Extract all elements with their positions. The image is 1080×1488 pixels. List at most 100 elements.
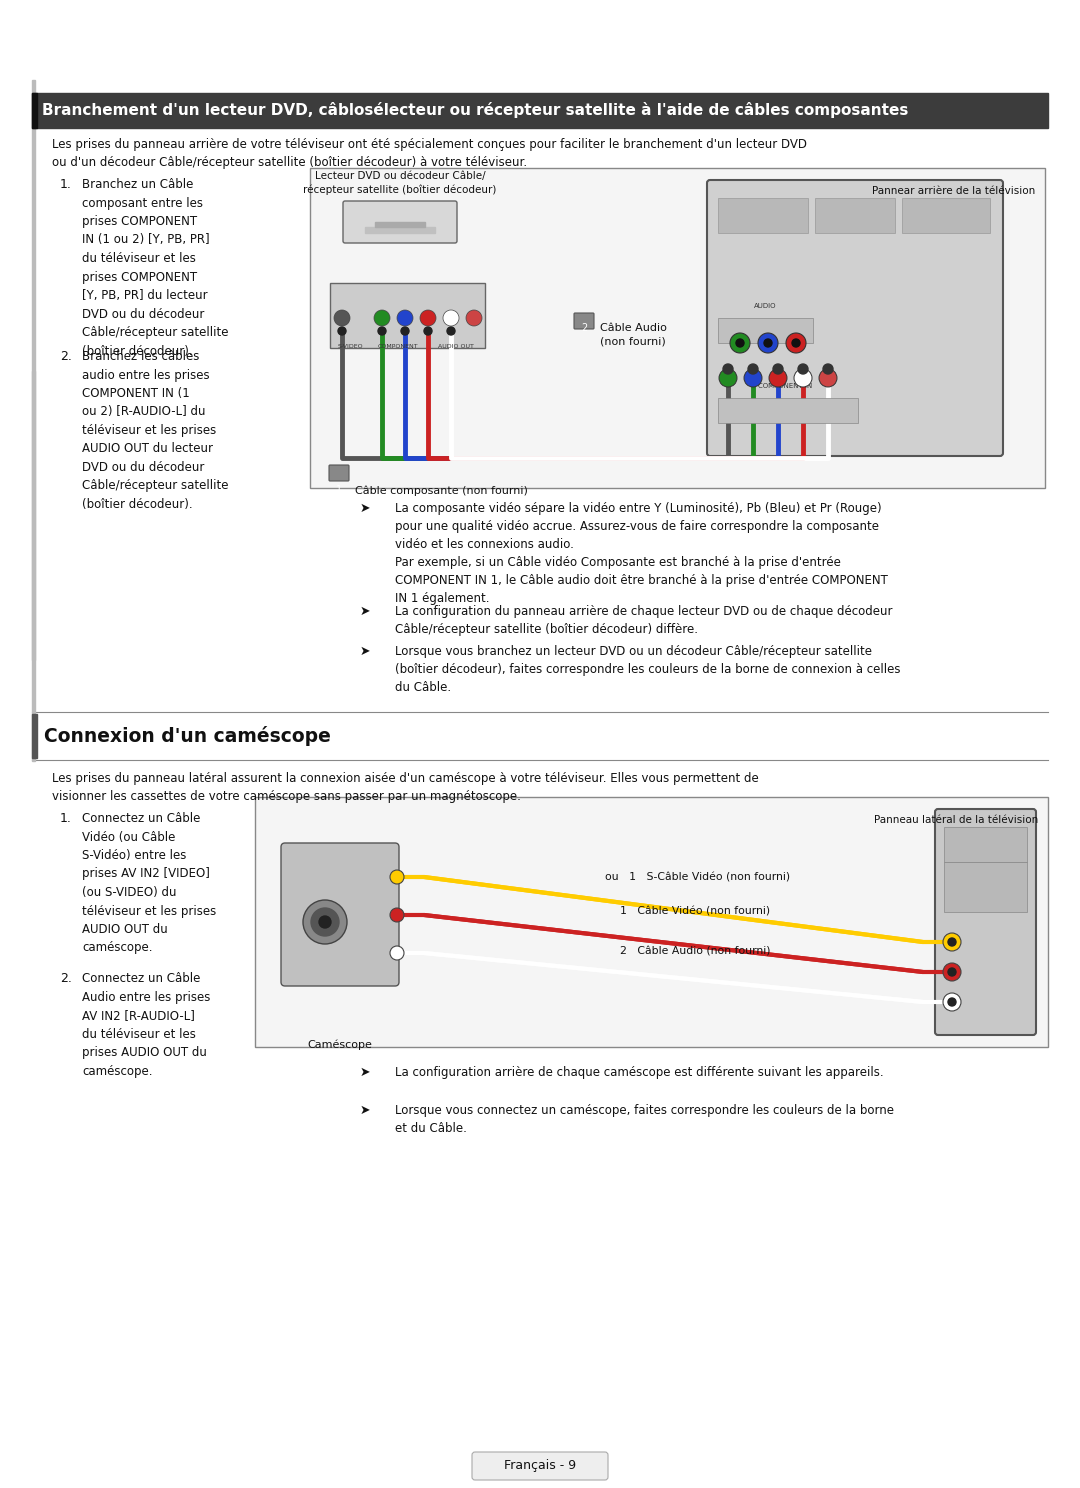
FancyBboxPatch shape (707, 180, 1003, 455)
Bar (718, 318, 813, 344)
Circle shape (943, 933, 961, 951)
Text: Câble Audio
(non fourni): Câble Audio (non fourni) (600, 323, 666, 347)
Text: ➤: ➤ (360, 606, 370, 618)
Bar (255, 798, 1048, 1048)
Text: Branchez un Câble
composant entre les
prises COMPONENT
IN (1 ou 2) [Y, PB, PR]
d: Branchez un Câble composant entre les pr… (82, 179, 229, 357)
Circle shape (786, 333, 806, 353)
Circle shape (948, 969, 956, 976)
Bar (32, 714, 37, 757)
Text: 1.: 1. (60, 812, 72, 824)
Circle shape (758, 333, 778, 353)
Bar (815, 198, 895, 234)
Text: AUDIO OUT: AUDIO OUT (438, 344, 474, 350)
Bar (32, 92, 1048, 128)
Circle shape (943, 963, 961, 981)
Circle shape (401, 327, 409, 335)
Circle shape (319, 917, 330, 929)
Circle shape (792, 339, 800, 347)
Circle shape (390, 870, 404, 884)
Circle shape (390, 908, 404, 923)
Text: Lecteur DVD ou décodeur Câble/
récepteur satellite (boîtier décodeur): Lecteur DVD ou décodeur Câble/ récepteur… (303, 171, 497, 195)
Text: COMPONENT IN: COMPONENT IN (758, 382, 812, 388)
Bar (902, 198, 990, 234)
Circle shape (447, 327, 455, 335)
Bar (944, 862, 1027, 912)
FancyBboxPatch shape (281, 844, 399, 987)
Circle shape (374, 310, 390, 326)
Text: La configuration arrière de chaque caméscope est différente suivant les appareil: La configuration arrière de chaque camés… (395, 1065, 883, 1079)
Text: Pannear arrière de la télévision: Pannear arrière de la télévision (872, 186, 1035, 196)
Text: COMPONENT: COMPONENT (378, 344, 419, 350)
Circle shape (948, 998, 956, 1006)
Circle shape (303, 900, 347, 943)
Circle shape (943, 992, 961, 1010)
Bar (718, 198, 808, 234)
Text: 2.: 2. (60, 350, 72, 363)
Circle shape (311, 908, 339, 936)
Circle shape (819, 369, 837, 387)
Text: Câble composante (non fourni): Câble composante (non fourni) (355, 485, 528, 496)
Circle shape (338, 327, 346, 335)
Text: ➤: ➤ (360, 1104, 370, 1117)
Bar (32, 80, 35, 661)
FancyBboxPatch shape (329, 464, 349, 481)
Circle shape (764, 339, 772, 347)
FancyBboxPatch shape (935, 809, 1036, 1036)
Text: 2: 2 (581, 323, 588, 333)
Bar (375, 222, 426, 228)
Text: Connexion d'un caméscope: Connexion d'un caméscope (44, 726, 330, 745)
Bar (365, 228, 435, 234)
Bar (32, 371, 35, 760)
Text: Français - 9: Français - 9 (504, 1460, 576, 1473)
Text: Branchez les câbles
audio entre les prises
COMPONENT IN (1
ou 2) [R-AUDIO-L] du
: Branchez les câbles audio entre les pris… (82, 350, 229, 510)
Bar (310, 168, 1045, 488)
Text: ➤: ➤ (360, 644, 370, 658)
Circle shape (769, 369, 787, 387)
Text: AUDIO: AUDIO (754, 304, 777, 310)
Text: Les prises du panneau latéral assurent la connexion aisée d'un caméscope à votre: Les prises du panneau latéral assurent l… (52, 772, 759, 804)
Circle shape (334, 310, 350, 326)
Text: Les prises du panneau arrière de votre téléviseur ont été spécialement conçues p: Les prises du panneau arrière de votre t… (52, 138, 807, 170)
Bar (32, 92, 37, 128)
Circle shape (378, 327, 386, 335)
Text: 1.: 1. (60, 179, 72, 190)
Circle shape (443, 310, 459, 326)
Circle shape (390, 946, 404, 960)
Text: 2.: 2. (60, 972, 72, 985)
Circle shape (424, 327, 432, 335)
FancyBboxPatch shape (343, 201, 457, 243)
Bar (718, 397, 858, 423)
Text: Connectez un Câble
Audio entre les prises
AV IN2 [R-AUDIO-L]
du téléviseur et le: Connectez un Câble Audio entre les prise… (82, 972, 211, 1077)
Text: Lorsque vous connectez un caméscope, faites correspondre les couleurs de la born: Lorsque vous connectez un caméscope, fai… (395, 1104, 894, 1135)
Circle shape (798, 365, 808, 373)
Text: 2   Câble Audio (non fourni): 2 Câble Audio (non fourni) (620, 946, 770, 957)
Text: 1   Câble Vidéo (non fourni): 1 Câble Vidéo (non fourni) (620, 908, 770, 917)
Circle shape (465, 310, 482, 326)
Circle shape (748, 365, 758, 373)
Circle shape (744, 369, 762, 387)
Text: Caméscope: Caméscope (308, 1039, 373, 1049)
Bar (944, 827, 1027, 862)
Text: ➤: ➤ (360, 501, 370, 515)
Text: Connectez un Câble
Vidéo (ou Câble
S-Vidéo) entre les
prises AV IN2 [VIDEO]
(ou : Connectez un Câble Vidéo (ou Câble S-Vid… (82, 812, 216, 954)
Circle shape (794, 369, 812, 387)
Circle shape (420, 310, 436, 326)
Text: La configuration du panneau arrière de chaque lecteur DVD ou de chaque décodeur
: La configuration du panneau arrière de c… (395, 606, 892, 635)
Circle shape (735, 339, 744, 347)
Circle shape (948, 937, 956, 946)
FancyBboxPatch shape (472, 1452, 608, 1481)
Text: Branchement d'un lecteur DVD, câblosélecteur ou récepteur satellite à l'aide de : Branchement d'un lecteur DVD, câblosélec… (42, 103, 908, 119)
Circle shape (773, 365, 783, 373)
Text: Panneau latéral de la télévision: Panneau latéral de la télévision (874, 815, 1038, 824)
Text: ou   1   S-Câble Vidéo (non fourni): ou 1 S-Câble Vidéo (non fourni) (605, 872, 791, 882)
Text: S-VIDEO: S-VIDEO (338, 344, 364, 350)
Text: 1: 1 (336, 485, 342, 496)
Text: La composante vidéo sépare la vidéo entre Y (Luminosité), Pb (Bleu) et Pr (Rouge: La composante vidéo sépare la vidéo entr… (395, 501, 888, 606)
Bar (330, 283, 485, 348)
Circle shape (723, 365, 733, 373)
Circle shape (730, 333, 750, 353)
Text: Lorsque vous branchez un lecteur DVD ou un décodeur Câble/récepteur satellite
(b: Lorsque vous branchez un lecteur DVD ou … (395, 644, 901, 693)
FancyBboxPatch shape (573, 312, 594, 329)
Circle shape (823, 365, 833, 373)
Text: ➤: ➤ (360, 1065, 370, 1079)
